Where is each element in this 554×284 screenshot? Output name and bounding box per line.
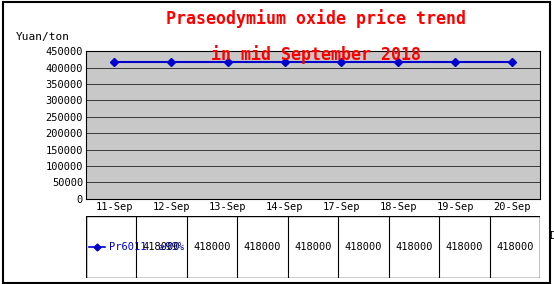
Text: Date: Date [549,231,554,241]
Text: Pr6011  ≥99%: Pr6011 ≥99% [109,242,183,252]
Text: 418000: 418000 [143,242,181,252]
Text: 418000: 418000 [445,242,483,252]
Text: Praseodymium oxide price trend: Praseodymium oxide price trend [166,9,466,28]
Text: Yuan/ton: Yuan/ton [16,32,69,42]
Text: 418000: 418000 [193,242,231,252]
Text: 418000: 418000 [345,242,382,252]
Text: in mid September 2018: in mid September 2018 [211,45,421,64]
Text: 418000: 418000 [294,242,332,252]
Text: 418000: 418000 [244,242,281,252]
Text: 418000: 418000 [395,242,433,252]
Text: 418000: 418000 [496,242,534,252]
